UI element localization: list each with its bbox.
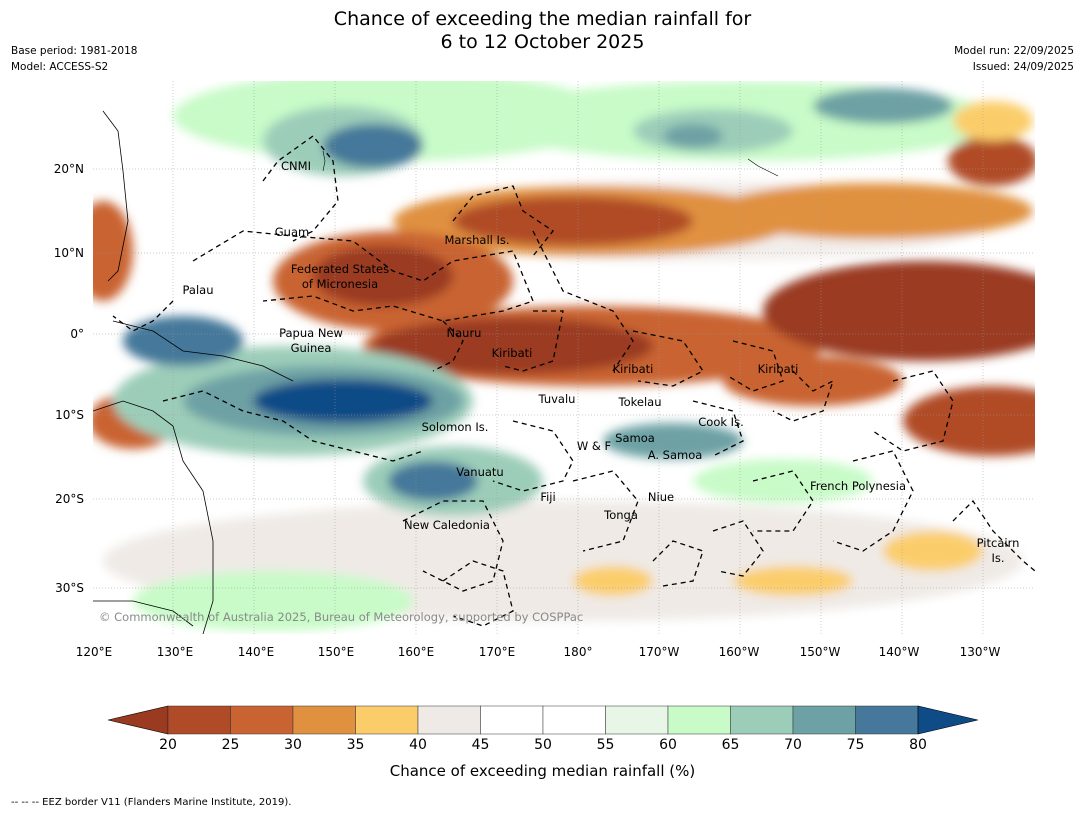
base-period: Base period: 1981-2018 — [11, 45, 138, 57]
label-kiribati-1: Kiribati — [491, 346, 533, 360]
label-kiribati-2: Kiribati — [612, 362, 654, 376]
colorbar-tick: 75 — [846, 737, 865, 753]
label-samoa: Samoa — [615, 431, 655, 445]
y-tick: 10°S — [55, 408, 84, 422]
y-tick: 30°S — [55, 581, 84, 595]
label-fsm-1: Federated States — [290, 262, 390, 276]
meta-right: Model run: 22/09/2025 Issued: 24/09/2025 — [954, 43, 1074, 75]
colorbar-segment — [480, 705, 544, 735]
colorbar-tick: 70 — [784, 737, 802, 753]
colorbar-tick: 60 — [659, 737, 677, 753]
label-french-polynesia: French Polynesia — [809, 479, 907, 493]
rainfall-field — [73, 71, 1083, 631]
colorbar-segment — [417, 705, 481, 735]
label-nauru: Nauru — [446, 326, 482, 340]
label-tonga: Tonga — [604, 508, 638, 522]
colorbar-segment — [230, 705, 294, 735]
colorbar-segment — [730, 705, 794, 735]
label-vanuatu: Vanuatu — [456, 465, 504, 479]
label-fsm-2: of Micronesia — [301, 277, 379, 291]
colorbar-segment — [605, 705, 669, 735]
colorbar-svg — [107, 705, 979, 735]
islands — [322, 150, 779, 177]
label-wallis-futuna: W & F — [576, 439, 612, 453]
y-tick: 0° — [70, 327, 84, 341]
label-png-1: Papua New — [279, 326, 343, 340]
colorbar-tick: 35 — [346, 737, 365, 753]
copyright-notice: © Commonwealth of Australia 2025, Bureau… — [99, 610, 584, 624]
colorbar-segment — [292, 705, 356, 735]
colorbar-segment — [855, 705, 919, 735]
coastlines — [92, 110, 294, 635]
colorbar-tick: 45 — [471, 737, 490, 753]
label-niue: Niue — [647, 490, 675, 504]
colorbar-tick: 80 — [909, 737, 927, 753]
grid-lines — [93, 81, 1035, 634]
colorbar-tick: 25 — [221, 737, 240, 753]
x-tick: 160°W — [718, 645, 760, 659]
colorbar-extend-low — [107, 705, 169, 735]
colorbar-tick: 20 — [159, 737, 177, 753]
colorbar-label: Chance of exceeding median rainfall (%) — [389, 762, 696, 780]
colorbar-tick: 40 — [409, 737, 427, 753]
colorbar-tick: 50 — [534, 737, 552, 753]
label-new-caledonia: New Caledonia — [404, 518, 490, 532]
colorbar-extend-high — [917, 705, 979, 735]
x-tick: 150°E — [317, 645, 355, 659]
x-tick: 170°E — [478, 645, 516, 659]
x-tick: 170°W — [638, 645, 680, 659]
rainfall-map — [73, 71, 1083, 635]
issued-date: Issued: 24/09/2025 — [972, 61, 1074, 73]
map-title: Chance of exceeding the median rainfall … — [0, 8, 1085, 54]
label-cnmi: CNMI — [281, 159, 311, 173]
y-tick: 20°N — [53, 162, 84, 176]
x-tick: 140°W — [878, 645, 920, 659]
model-name: Model: ACCESS-S2 — [11, 61, 109, 73]
label-tuvalu: Tuvalu — [538, 392, 576, 406]
eez-borders — [112, 135, 1036, 627]
y-tick: 20°S — [55, 492, 84, 506]
colorbar-segment — [355, 705, 419, 735]
x-tick: 180° — [563, 645, 593, 659]
label-palau: Palau — [182, 283, 214, 297]
eez-footer: -- -- -- EEZ border V11 (Flanders Marine… — [11, 797, 292, 808]
label-american-samoa: A. Samoa — [647, 448, 703, 462]
x-tick: 120°E — [75, 645, 113, 659]
label-guam: Guam — [274, 225, 310, 239]
colorbar-segment — [542, 705, 606, 735]
title-line-1: Chance of exceeding the median rainfall … — [333, 8, 752, 30]
label-solomon-is: Solomon Is. — [421, 420, 489, 434]
label-pitcairn-1: Pitcairn — [976, 536, 1020, 550]
title-line-2: 6 to 12 October 2025 — [440, 31, 645, 53]
meta-left: Base period: 1981-2018 Model: ACCESS-S2 — [11, 43, 137, 75]
y-tick: 10°N — [53, 246, 84, 260]
label-tokelau: Tokelau — [618, 395, 662, 409]
colorbar — [107, 705, 979, 735]
colorbar-segment — [792, 705, 856, 735]
colorbar-segment — [667, 705, 731, 735]
label-fiji: Fiji — [540, 490, 556, 504]
label-png-2: Guinea — [290, 341, 332, 355]
colorbar-tick: 65 — [721, 737, 740, 753]
x-tick: 130°W — [959, 645, 1001, 659]
label-kiribati-3: Kiribati — [757, 362, 799, 376]
label-pitcairn-2: Is. — [991, 551, 1005, 565]
label-cook-is: Cook Is. — [698, 415, 744, 429]
map-canvas — [73, 71, 1083, 635]
x-tick: 130°E — [156, 645, 194, 659]
model-run: Model run: 22/09/2025 — [954, 45, 1074, 57]
colorbar-segment — [167, 705, 231, 735]
x-tick: 150°W — [799, 645, 841, 659]
label-marshall-is: Marshall Is. — [444, 233, 510, 247]
x-tick: 160°E — [397, 645, 435, 659]
colorbar-tick: 55 — [596, 737, 615, 753]
x-tick: 140°E — [237, 645, 275, 659]
colorbar-tick: 30 — [284, 737, 302, 753]
